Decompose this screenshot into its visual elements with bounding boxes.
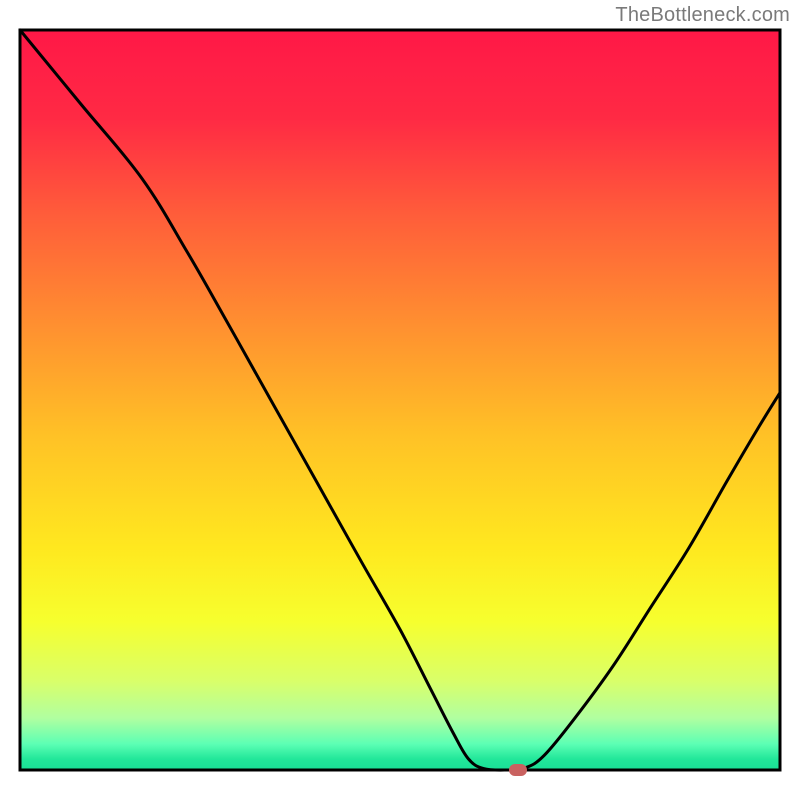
plot-background bbox=[20, 30, 780, 770]
chart-svg bbox=[0, 0, 800, 800]
watermark-label: TheBottleneck.com bbox=[615, 4, 790, 27]
optimal-marker bbox=[509, 764, 527, 776]
bottleneck-chart: TheBottleneck.com bbox=[0, 0, 800, 800]
